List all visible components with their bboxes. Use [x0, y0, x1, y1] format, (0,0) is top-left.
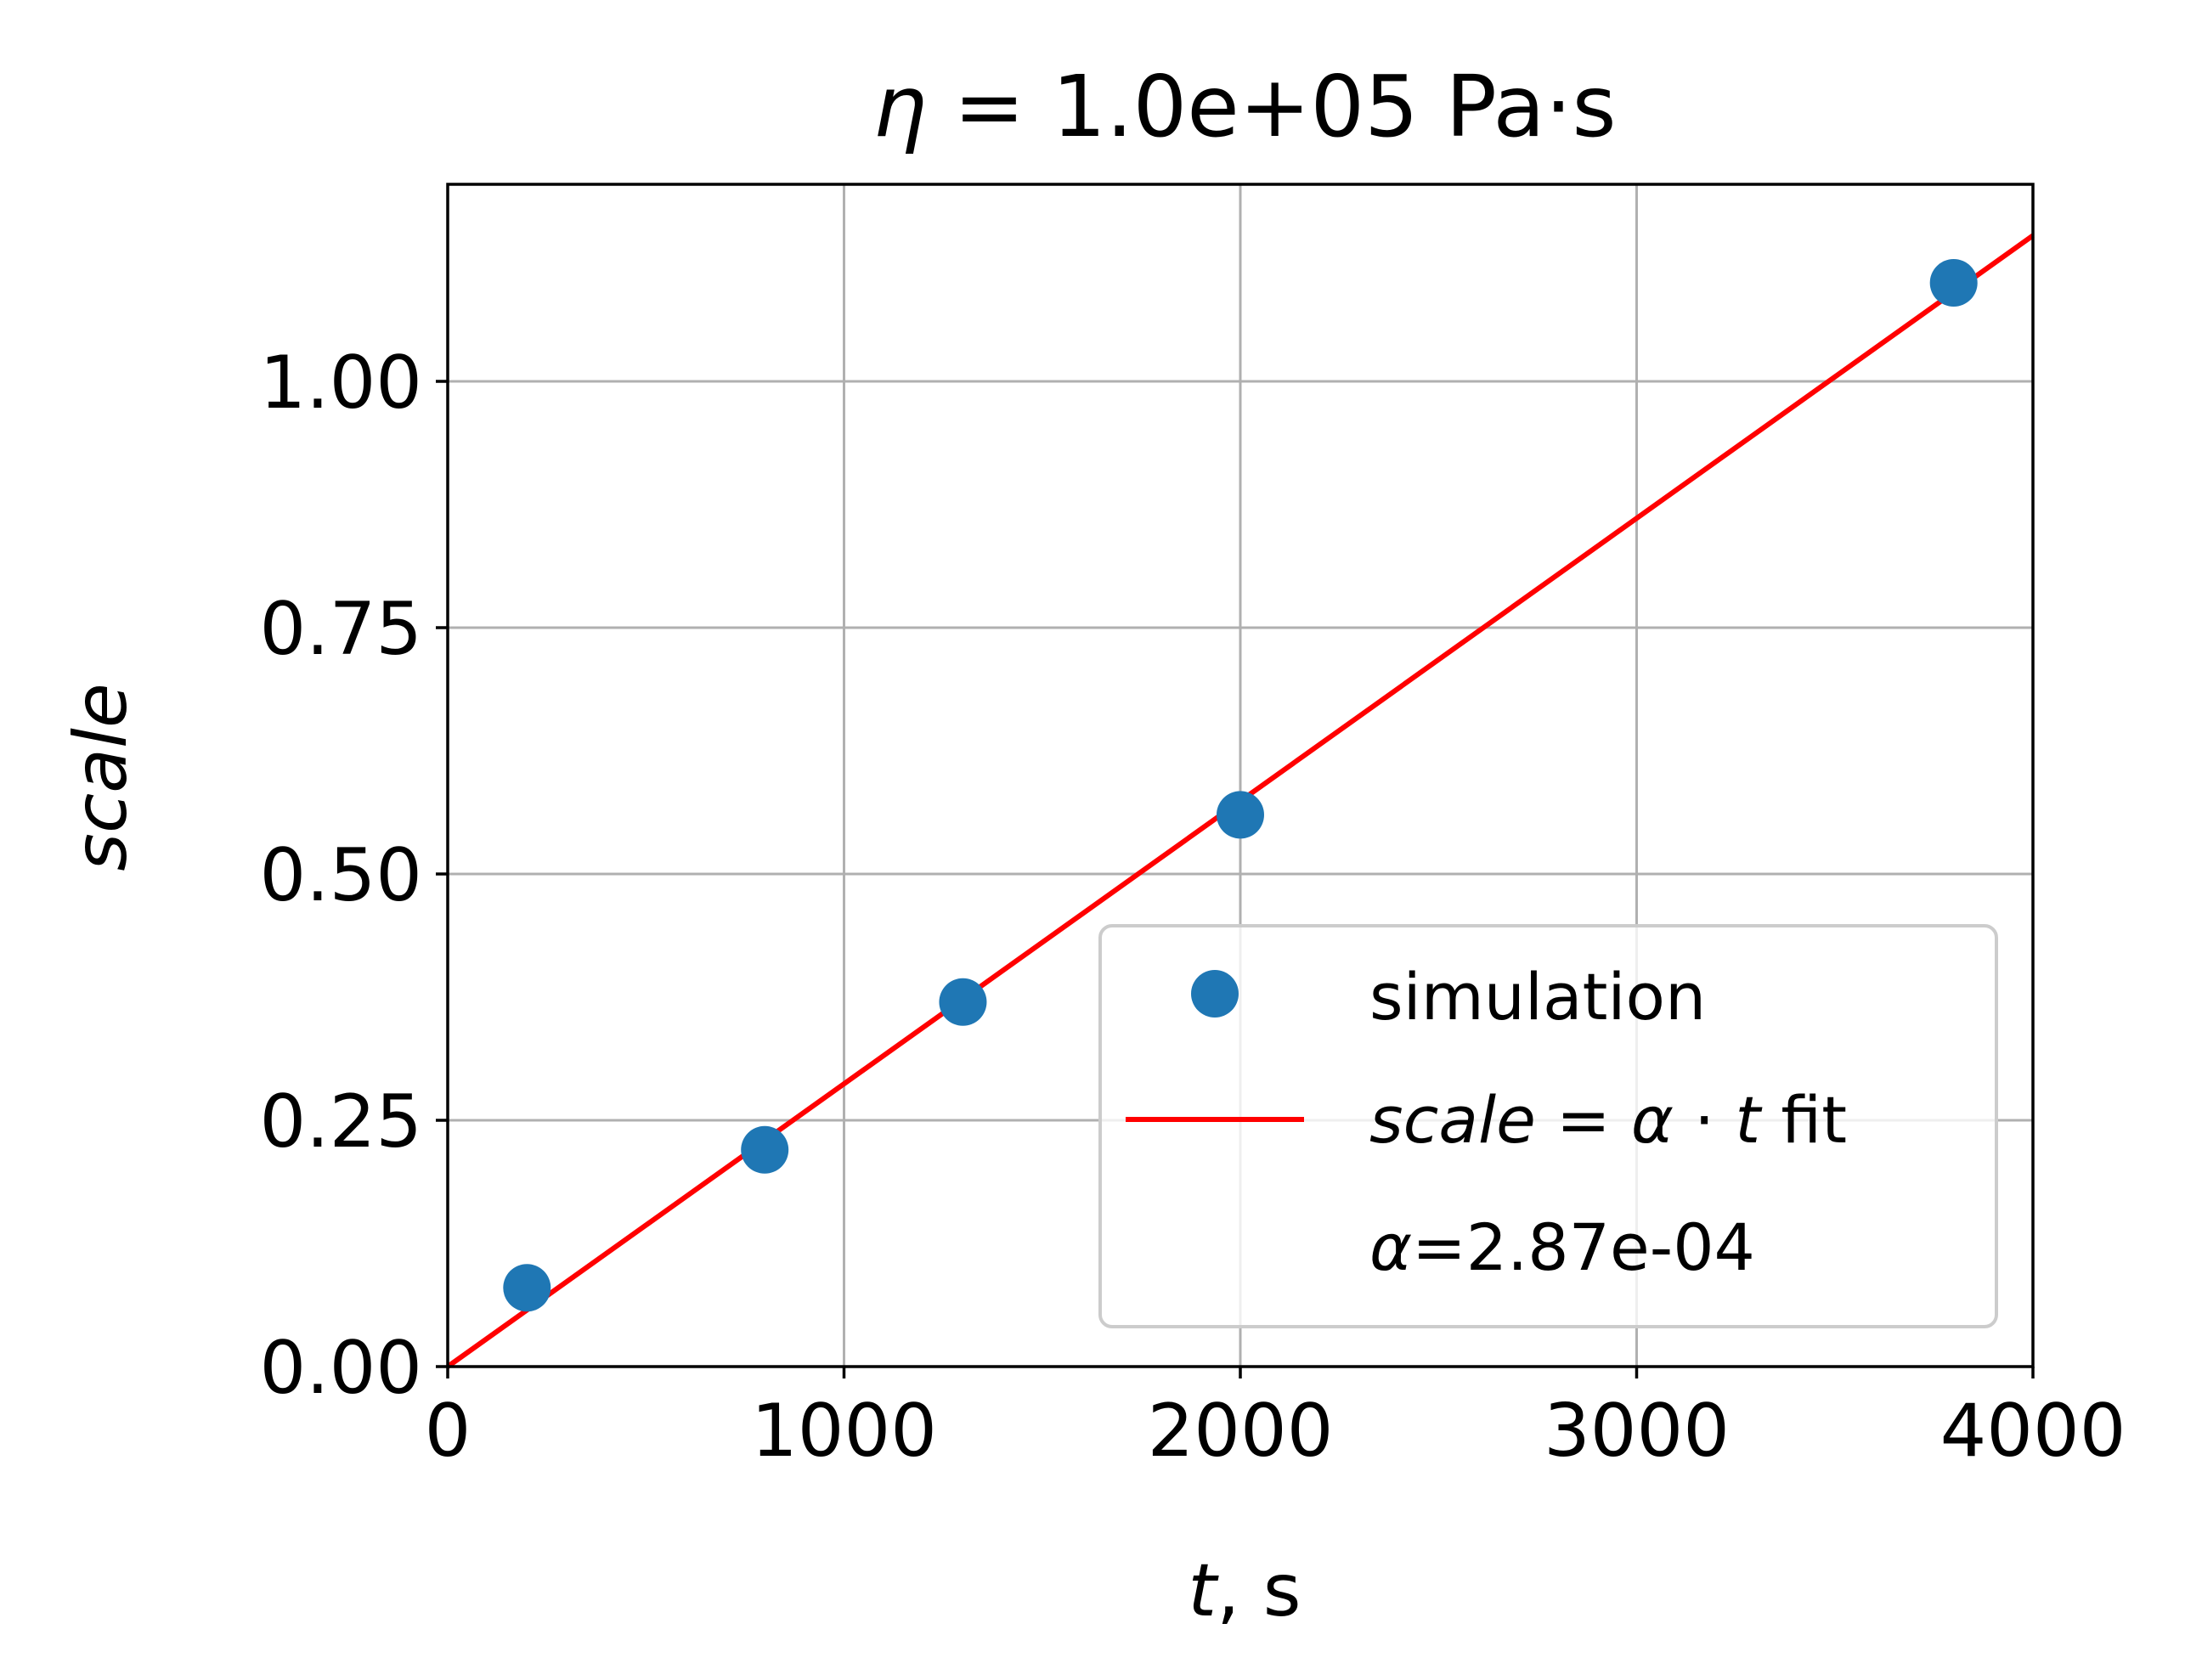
- data-point-1: [741, 1125, 789, 1174]
- legend-alpha-symbol: α: [1369, 1209, 1412, 1285]
- y-tick-label-3: 0.75: [260, 587, 422, 672]
- y-axis-label: scale: [59, 683, 144, 871]
- legend-label-alpha-value: α=2.87e-04: [1369, 1209, 1755, 1285]
- x-axis-label-var: t: [1188, 1548, 1219, 1633]
- x-tick-label-2: 2000: [1148, 1389, 1334, 1474]
- chart-title-symbol: η: [872, 57, 926, 156]
- y-tick-label-1: 0.25: [260, 1080, 422, 1164]
- legend-alpha-value: =2.87e-04: [1412, 1209, 1755, 1285]
- data-point-3: [1217, 791, 1264, 839]
- data-point-2: [939, 978, 987, 1026]
- y-tick-label-4: 1.00: [260, 341, 422, 426]
- legend-label-fit-eq: =: [1536, 1082, 1631, 1158]
- x-tick-label-4: 4000: [1940, 1389, 2126, 1474]
- legend-box: [1098, 924, 1998, 1328]
- y-tick-label-2: 0.50: [260, 833, 422, 918]
- chart-title: η = 1.0e+05 Pa·s: [872, 57, 1616, 156]
- legend-label-simulation: simulation: [1369, 959, 1706, 1034]
- y-tick-label-0: 0.00: [260, 1326, 422, 1411]
- x-axis-ticks: 0 1000 2000 3000 4000: [425, 1367, 2126, 1474]
- chart-title-text: = 1.0e+05 Pa·s: [927, 57, 1617, 156]
- x-tick-label-1: 1000: [751, 1389, 937, 1474]
- legend-label-fit: scale = α · t fit: [1369, 1082, 1847, 1158]
- y-axis-ticks: 0.00 0.25 0.50 0.75 1.00: [260, 341, 448, 1411]
- legend-label-fit-t: t: [1735, 1082, 1763, 1158]
- x-tick-label-3: 3000: [1544, 1389, 1730, 1474]
- legend-label-fit-var: scale: [1369, 1082, 1536, 1158]
- legend-marker-simulation: [1191, 970, 1239, 1018]
- scatter-points-layer: [503, 259, 1978, 1312]
- data-point-0: [503, 1264, 551, 1312]
- x-axis-label: t, s: [1188, 1548, 1301, 1633]
- legend: simulation scale = α · t fit α=2.87e-04: [1098, 924, 1998, 1328]
- x-tick-label-0: 0: [425, 1389, 471, 1474]
- legend-label-fit-alpha: α: [1631, 1082, 1674, 1158]
- legend-label-fit-suffix: fit: [1760, 1082, 1847, 1158]
- x-axis-label-unit: , s: [1217, 1548, 1301, 1633]
- legend-label-fit-dot: ·: [1674, 1082, 1735, 1158]
- data-point-4: [1929, 259, 1978, 307]
